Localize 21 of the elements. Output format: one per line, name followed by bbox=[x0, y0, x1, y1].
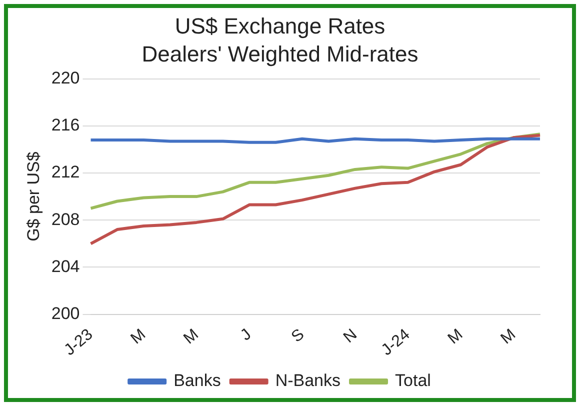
legend-label: N-Banks bbox=[275, 371, 341, 390]
x-tick-label: S bbox=[288, 326, 308, 346]
x-tick-label: J-24 bbox=[378, 326, 414, 360]
x-tick-label: M bbox=[128, 326, 150, 348]
legend-label: Banks bbox=[174, 371, 221, 390]
x-tick-label: J-23 bbox=[61, 326, 96, 360]
y-tick-label: 216 bbox=[51, 116, 80, 135]
x-tick-label: M bbox=[444, 326, 466, 348]
x-tick-label: M bbox=[180, 326, 202, 348]
chart-subtitle: Dealers' Weighted Mid-rates bbox=[142, 42, 418, 67]
chart-title: US$ Exchange Rates bbox=[174, 13, 386, 38]
legend-label: Total bbox=[395, 371, 431, 390]
x-tick-label: M bbox=[498, 326, 519, 348]
y-tick-label: 208 bbox=[51, 210, 80, 229]
y-tick-label: 212 bbox=[51, 162, 80, 182]
x-tick-label: N bbox=[340, 326, 360, 347]
y-tick-label: 220 bbox=[51, 68, 80, 88]
y-tick-label: 204 bbox=[51, 256, 80, 276]
y-tick-label: 200 bbox=[51, 304, 80, 323]
x-tick-label: J bbox=[238, 326, 255, 344]
y-axis-title: G$ per US$ bbox=[24, 151, 43, 242]
